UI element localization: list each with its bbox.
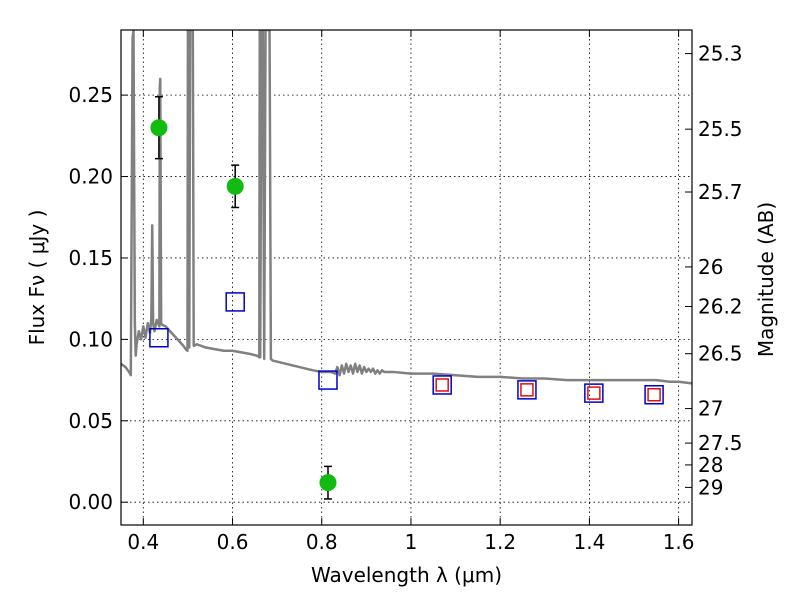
y2-tick-label: 25.7 (698, 180, 743, 204)
y2-axis-label: Magnitude (AB) (754, 202, 778, 357)
x-tick-label: 1.6 (663, 530, 695, 554)
y2-tick-label: 26.2 (698, 294, 743, 318)
y-tick-label: 0.05 (68, 409, 113, 433)
y2-tick-label: 27 (698, 397, 723, 421)
y2-tick-label: 29 (698, 475, 723, 499)
y2-tick-label: 25.3 (698, 42, 743, 66)
model-flux-square (432, 375, 452, 395)
x-tick-label: 0.6 (217, 530, 249, 554)
y2-tick-label: 27.5 (698, 431, 743, 455)
model-flux-square (225, 292, 245, 312)
y2-tick-label: 28 (698, 453, 723, 477)
x-tick-label: 1.2 (484, 530, 516, 554)
y-tick-label: 0.15 (68, 246, 113, 270)
observed-flux-square (587, 386, 601, 400)
axes-frame (120, 29, 693, 526)
photometry-point (226, 177, 244, 195)
y-tick-label: 0.10 (68, 327, 113, 351)
plot-area (121, 30, 692, 500)
y-tick-label: 0.20 (68, 165, 113, 189)
model-flux-square (644, 384, 664, 405)
model-flux-square (149, 327, 169, 348)
x-tick-label: 1.4 (573, 530, 605, 554)
observed-flux-square (647, 387, 661, 402)
photometry-point (150, 119, 168, 137)
y-tick-label: 0.25 (68, 83, 113, 107)
y2-tick-label: 26.5 (698, 342, 743, 366)
model-flux-square (584, 383, 604, 403)
model-spectrum-line (121, 30, 692, 385)
y-tick-label: 0.00 (68, 490, 113, 514)
x-tick-label: 0.4 (127, 530, 159, 554)
x-tick-label: 1 (405, 530, 418, 554)
x-tick-label: 0.8 (306, 530, 338, 554)
y2-tick-label: 25.5 (698, 117, 743, 141)
grid (121, 30, 692, 525)
observed-flux-square (520, 383, 534, 397)
y2-tick-label: 26 (698, 255, 723, 279)
photometry-point (319, 474, 337, 492)
x-axis-label: Wavelength λ (μm) (311, 563, 502, 587)
model-flux-square (318, 370, 338, 390)
model-flux-square (517, 380, 537, 400)
y-axis-label: Flux Fν ( μJy ) (25, 210, 49, 346)
ticks: 0.4 0.6 0.8 1 1.2 1.4 1.6 0.00 0.05 0.10 0.15 0.20 0… (68, 30, 743, 554)
observed-flux-square (435, 378, 449, 392)
